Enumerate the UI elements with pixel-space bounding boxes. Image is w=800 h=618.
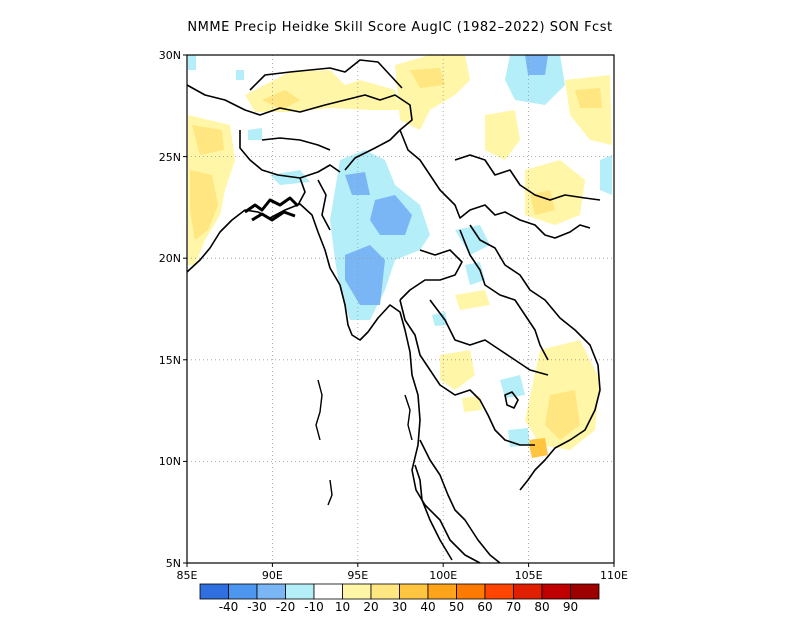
y-tick-label: 10N bbox=[159, 455, 181, 468]
colorbar-swatch bbox=[399, 583, 429, 600]
shade-thai-blue bbox=[465, 262, 485, 285]
coastlines-and-borders bbox=[186, 59, 601, 564]
shade-west-india-core bbox=[190, 170, 218, 240]
colorbar bbox=[199, 583, 600, 600]
colorbar-swatch bbox=[570, 583, 600, 600]
colorbar-swatch bbox=[285, 583, 315, 600]
shade-china-core bbox=[410, 68, 445, 88]
colorbar-label: 80 bbox=[534, 600, 549, 614]
shade-cambodia-blue bbox=[500, 375, 525, 398]
shade-blue-specks bbox=[188, 55, 262, 140]
x-tick-label: 100E bbox=[429, 569, 457, 582]
y-tick-label: 5N bbox=[166, 557, 181, 570]
colorbar-label: -20 bbox=[276, 600, 296, 614]
colorbar-swatch bbox=[342, 583, 372, 600]
y-tick-label: 15N bbox=[159, 354, 181, 367]
colorbar-swatch bbox=[313, 583, 343, 600]
colorbar-swatch bbox=[199, 583, 229, 600]
colorbar-label: 60 bbox=[477, 600, 492, 614]
y-tick-label: 20N bbox=[159, 252, 181, 265]
colorbar-label: 30 bbox=[392, 600, 407, 614]
map-title: NMME Precip Heidke Skill Score AugIC (19… bbox=[187, 20, 613, 35]
shade-vietnam-north bbox=[525, 160, 585, 225]
shade-myanmar-core3 bbox=[345, 245, 385, 305]
shade-east-yellow bbox=[565, 75, 612, 145]
colorbar-swatch bbox=[513, 583, 543, 600]
skill-shading bbox=[188, 55, 612, 458]
colorbar-swatch bbox=[370, 583, 400, 600]
x-axis-labels: 85E 90E 95E 100E 105E 110E bbox=[177, 569, 628, 582]
shade-blue-north-core bbox=[525, 55, 548, 75]
shade-andaman-yellow bbox=[440, 350, 475, 390]
shade-thai-blue2 bbox=[432, 312, 448, 326]
shade-myanmar-core2 bbox=[370, 195, 412, 235]
shade-east-yellow-core bbox=[575, 88, 602, 108]
shade-vietnam-south-core bbox=[545, 390, 580, 440]
shade-bangladesh-blue bbox=[270, 170, 310, 185]
colorbar-swatch bbox=[456, 583, 486, 600]
shade-himalaya-core bbox=[262, 90, 300, 110]
shade-laos-blue bbox=[455, 225, 490, 255]
y-tick-label: 30N bbox=[159, 49, 181, 62]
x-tick-label: 95E bbox=[347, 569, 368, 582]
y-axis-labels: 5N 10N 15N 20N 25N 30N bbox=[159, 49, 181, 570]
lat-lon-grid bbox=[187, 55, 614, 563]
colorbar-swatch bbox=[256, 583, 286, 600]
colorbar-labels: -40 -30 -20 -10 10 20 30 40 50 60 70 80 90 bbox=[219, 600, 578, 614]
x-tick-label: 110E bbox=[600, 569, 628, 582]
colorbar-label: 10 bbox=[335, 600, 350, 614]
x-tick-label: 85E bbox=[177, 569, 198, 582]
colorbar-swatch bbox=[427, 583, 457, 600]
shade-west-india-top bbox=[192, 125, 224, 155]
y-tick-label: 25N bbox=[159, 151, 181, 164]
colorbar-label: -30 bbox=[247, 600, 267, 614]
shade-thai-yellow bbox=[455, 290, 490, 310]
shade-blue-north bbox=[505, 55, 565, 105]
shade-mekong-core bbox=[528, 438, 548, 458]
colorbar-label: -10 bbox=[304, 600, 324, 614]
colorbar-swatch bbox=[228, 583, 258, 600]
colorbar-swatch bbox=[484, 583, 514, 600]
shade-sea-yellow bbox=[462, 396, 482, 412]
colorbar-label: 20 bbox=[363, 600, 378, 614]
x-tick-label: 90E bbox=[262, 569, 283, 582]
shade-china-north bbox=[395, 55, 470, 130]
colorbar-label: 70 bbox=[506, 600, 521, 614]
x-tick-label: 105E bbox=[515, 569, 543, 582]
map-frame bbox=[186, 54, 615, 564]
shade-central-yellow bbox=[485, 110, 520, 160]
colorbar-label: -40 bbox=[219, 600, 239, 614]
colorbar-label: 50 bbox=[449, 600, 464, 614]
colorbar-label: 40 bbox=[420, 600, 435, 614]
tick-marks bbox=[183, 54, 615, 567]
colorbar-label: 90 bbox=[563, 600, 578, 614]
shade-east-edge bbox=[600, 155, 612, 195]
colorbar-swatch bbox=[541, 583, 571, 600]
